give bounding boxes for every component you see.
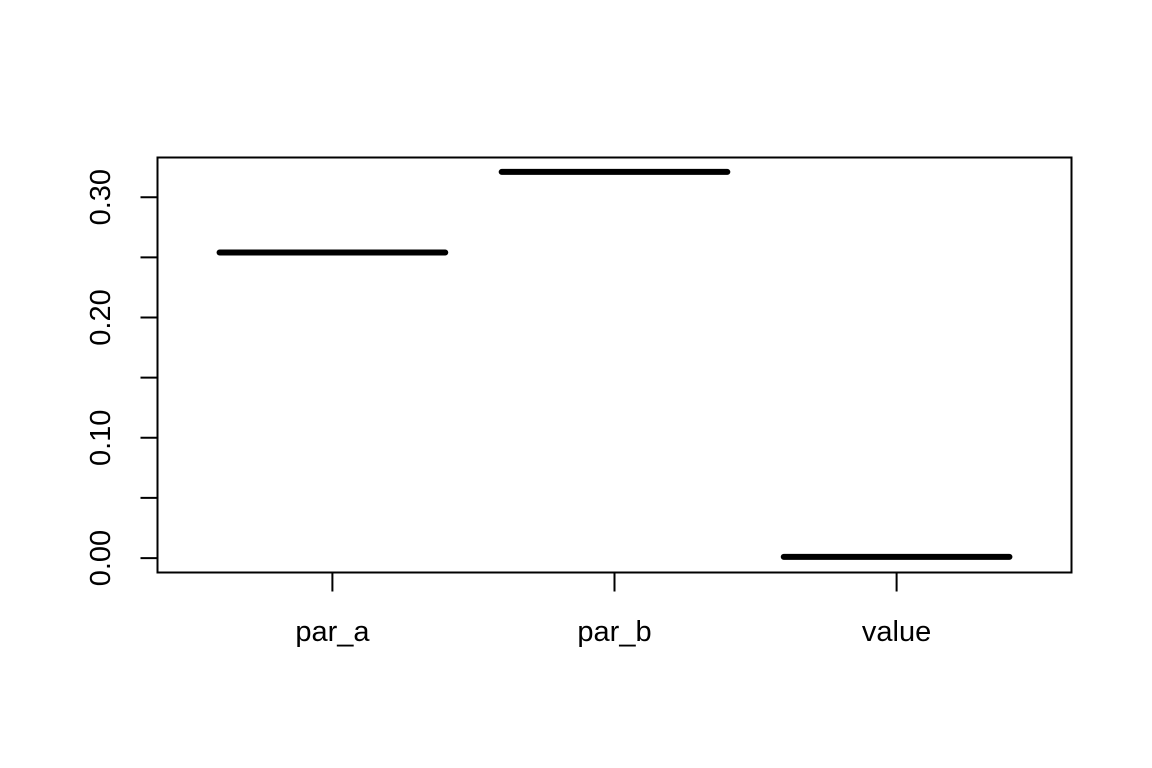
y-tick-label: 0.00: [85, 530, 117, 586]
x-tick-label: par_a: [295, 616, 370, 648]
x-tick-label: value: [862, 616, 931, 648]
y-tick-label: 0.10: [85, 410, 117, 466]
x-tick-label: par_b: [577, 616, 651, 648]
plot-frame: [156, 156, 1073, 574]
series-marks: [216, 168, 1013, 560]
y-tick-label: 0.30: [85, 169, 117, 225]
y-axis: 0.00 0.10 0.20 0.30: [85, 169, 159, 586]
y-tick-label: 0.20: [85, 289, 117, 345]
